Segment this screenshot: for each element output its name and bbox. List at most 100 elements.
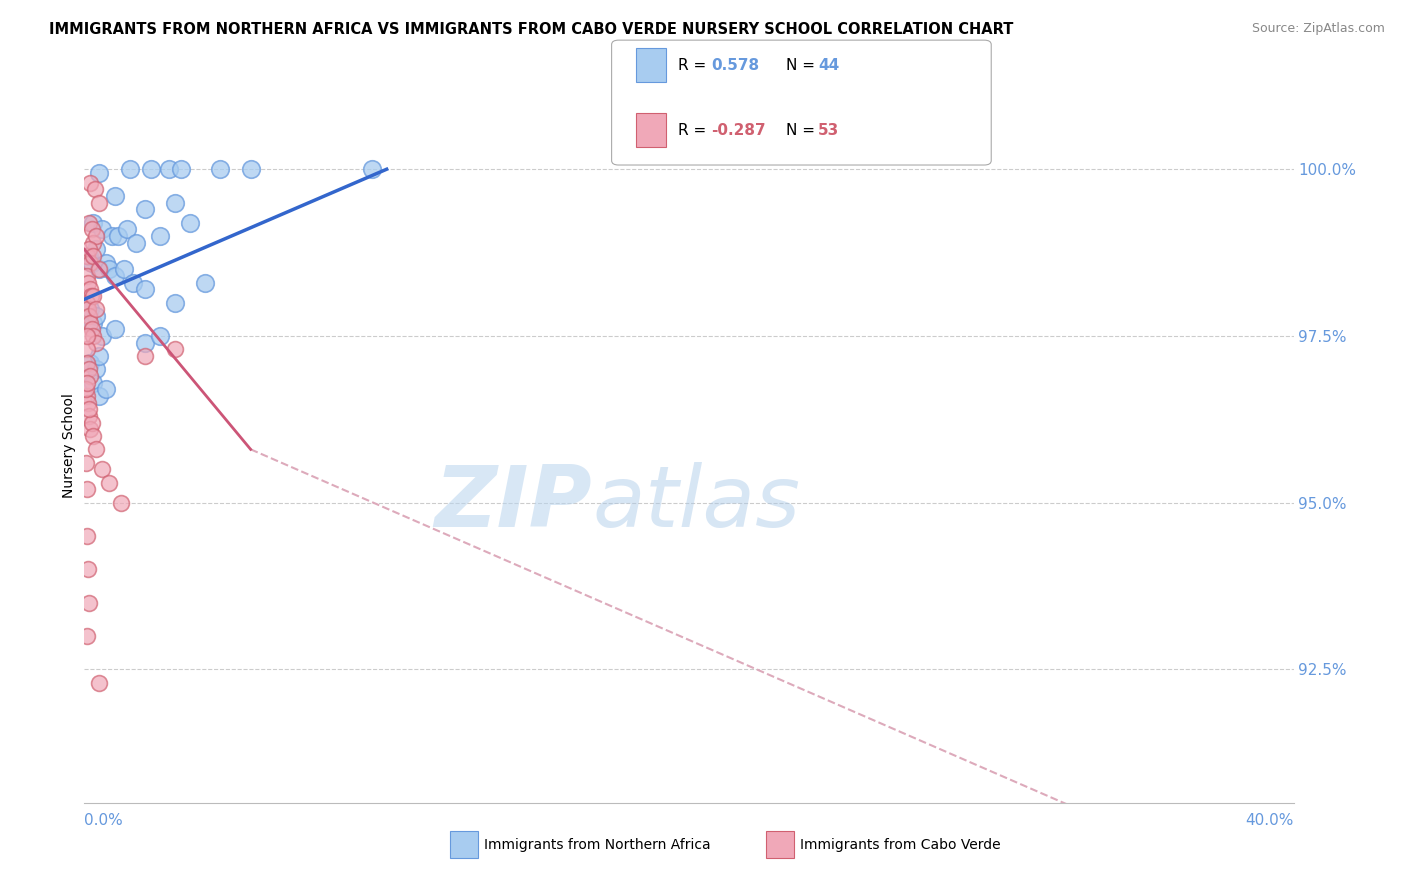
Point — [82, 289, 104, 303]
Point — [79, 356, 101, 370]
Point — [97, 475, 120, 490]
Point — [239, 162, 262, 177]
Point — [82, 216, 104, 230]
Point — [89, 349, 111, 363]
Point — [80, 255, 103, 269]
Point — [86, 335, 108, 350]
Point — [149, 228, 172, 243]
Point — [104, 268, 127, 283]
Point — [79, 422, 101, 436]
Point — [76, 483, 98, 497]
Text: 0.0%: 0.0% — [84, 813, 124, 828]
Point — [91, 222, 114, 236]
Point — [134, 282, 156, 296]
Point — [86, 442, 108, 457]
Point — [115, 222, 138, 236]
Text: IMMIGRANTS FROM NORTHERN AFRICA VS IMMIGRANTS FROM CABO VERDE NURSERY SCHOOL COR: IMMIGRANTS FROM NORTHERN AFRICA VS IMMIG… — [49, 22, 1014, 37]
Point — [104, 322, 127, 336]
Point — [79, 282, 101, 296]
Point — [134, 349, 156, 363]
Point — [86, 309, 108, 323]
Point — [77, 395, 100, 409]
Y-axis label: Nursery School: Nursery School — [62, 393, 76, 499]
Point — [75, 382, 97, 396]
Point — [107, 228, 129, 243]
Text: Immigrants from Northern Africa: Immigrants from Northern Africa — [484, 838, 710, 852]
Point — [82, 329, 104, 343]
Point — [76, 343, 98, 357]
Text: N =: N = — [786, 123, 820, 137]
Text: R =: R = — [678, 58, 711, 72]
Text: -0.287: -0.287 — [711, 123, 766, 137]
Point — [86, 362, 108, 376]
Point — [77, 302, 100, 317]
Point — [139, 162, 162, 177]
Point — [112, 262, 135, 277]
Point — [360, 162, 382, 177]
Point — [125, 235, 148, 250]
Point — [77, 596, 100, 610]
Point — [79, 316, 101, 330]
Point — [86, 242, 108, 256]
Point — [134, 335, 156, 350]
Text: 44: 44 — [818, 58, 839, 72]
Text: 0.578: 0.578 — [711, 58, 759, 72]
Point — [194, 276, 217, 290]
Point — [77, 276, 100, 290]
Text: atlas: atlas — [592, 461, 800, 545]
Point — [76, 629, 98, 643]
Point — [82, 316, 104, 330]
Point — [77, 362, 100, 376]
Point — [89, 195, 111, 210]
Point — [77, 309, 100, 323]
Point — [82, 249, 104, 263]
Point — [79, 368, 101, 383]
Point — [80, 322, 103, 336]
Point — [82, 376, 104, 390]
Point — [84, 182, 107, 196]
Point — [76, 295, 98, 310]
Point — [79, 255, 101, 269]
Point — [80, 222, 103, 236]
Point — [86, 228, 108, 243]
Point — [80, 416, 103, 430]
Text: R =: R = — [678, 123, 711, 137]
Text: Source: ZipAtlas.com: Source: ZipAtlas.com — [1251, 22, 1385, 36]
Point — [179, 216, 201, 230]
Point — [76, 329, 98, 343]
Point — [134, 202, 156, 217]
Point — [165, 343, 187, 357]
Point — [157, 162, 180, 177]
Point — [76, 249, 98, 263]
Point — [86, 302, 108, 317]
Point — [77, 409, 100, 423]
Point — [77, 249, 100, 263]
Point — [97, 262, 120, 277]
Point — [89, 389, 111, 403]
Point — [165, 195, 187, 210]
Point — [89, 165, 111, 179]
Point — [118, 162, 141, 177]
Point — [94, 382, 117, 396]
Point — [100, 228, 122, 243]
Point — [94, 255, 117, 269]
Point — [149, 329, 172, 343]
Text: N =: N = — [786, 58, 820, 72]
Point — [110, 496, 132, 510]
Point — [77, 216, 100, 230]
Point — [76, 529, 98, 543]
Point — [76, 356, 98, 370]
Point — [79, 176, 101, 190]
Point — [76, 389, 98, 403]
Point — [91, 329, 114, 343]
Text: 40.0%: 40.0% — [1246, 813, 1294, 828]
Point — [170, 162, 193, 177]
Point — [82, 429, 104, 443]
Point — [82, 235, 104, 250]
Point — [77, 402, 100, 417]
Text: Immigrants from Cabo Verde: Immigrants from Cabo Verde — [800, 838, 1001, 852]
Point — [77, 242, 100, 256]
Text: ZIP: ZIP — [434, 461, 592, 545]
Point — [80, 289, 103, 303]
Point — [75, 456, 97, 470]
